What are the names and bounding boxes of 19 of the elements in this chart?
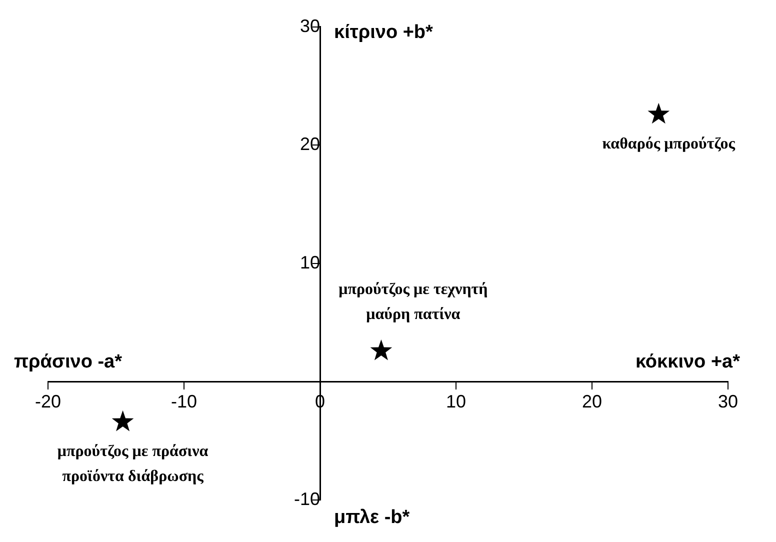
point — [112, 410, 134, 432]
annotation: μπρούτζος με τεχνητή μαύρη πατίνα — [338, 281, 488, 324]
x-tick-label: 30 — [718, 391, 738, 412]
y-tick-label: 10 — [300, 252, 320, 272]
x-tick-label: 20 — [582, 391, 602, 412]
annotation: μπρούτζος με πράσινα προϊόντα διάβρωσης — [57, 443, 208, 486]
point — [648, 102, 670, 124]
x-tick-label: -10 — [170, 391, 198, 412]
x-tick-label: -20 — [34, 391, 62, 412]
annotation: κίτρινο +b* — [334, 22, 434, 44]
annotation: καθαρός μπρούτζος — [602, 135, 736, 152]
y-tick-label: 30 — [300, 16, 320, 36]
annotation: πράσινο -a* — [14, 351, 123, 372]
point — [370, 339, 392, 360]
y-tick-label: 20 — [300, 134, 320, 154]
y-tick-label: -10 — [294, 488, 320, 509]
annotation: κόκκινο +a* — [635, 351, 741, 372]
text: μπλε -b* — [334, 507, 410, 528]
x-tick-label: 10 — [446, 391, 466, 412]
